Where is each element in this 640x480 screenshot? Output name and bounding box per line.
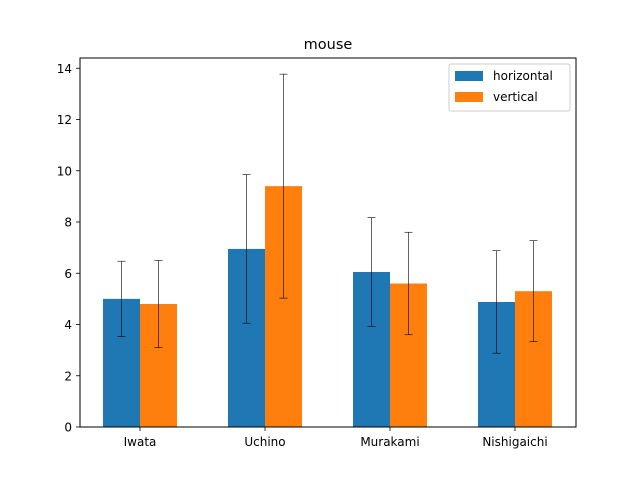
legend-swatch-horizontal: [455, 71, 483, 81]
x-tick-label: Murakami: [360, 435, 419, 449]
y-tick-label: 6: [64, 267, 72, 281]
legend-label-horizontal: horizontal: [493, 69, 553, 83]
plot-frame: [79, 57, 577, 428]
y-tick-label: 12: [57, 113, 72, 127]
legend-swatch-vertical: [455, 92, 483, 102]
y-tick-label: 2: [64, 369, 72, 383]
y-axis: 0 2 4 6 8 10 12 14: [57, 62, 80, 435]
x-tick-label: Nishigaichi: [482, 435, 547, 449]
legend: horizontal vertical: [448, 63, 571, 112]
y-tick-label: 10: [57, 164, 72, 178]
bars-layer: [103, 186, 552, 427]
y-tick-label: 4: [64, 318, 72, 332]
y-tick-label: 8: [64, 216, 72, 230]
y-tick-label: 0: [64, 421, 72, 435]
x-tick-label: Uchino: [244, 435, 285, 449]
errorbars-layer: [117, 73, 538, 354]
x-tick-label: Iwata: [124, 435, 157, 449]
x-axis: Iwata Uchino Murakami Nishigaichi: [124, 427, 548, 449]
chart-title: mouse: [304, 37, 353, 53]
legend-label-vertical: vertical: [493, 90, 538, 104]
y-tick-label: 14: [57, 62, 72, 76]
